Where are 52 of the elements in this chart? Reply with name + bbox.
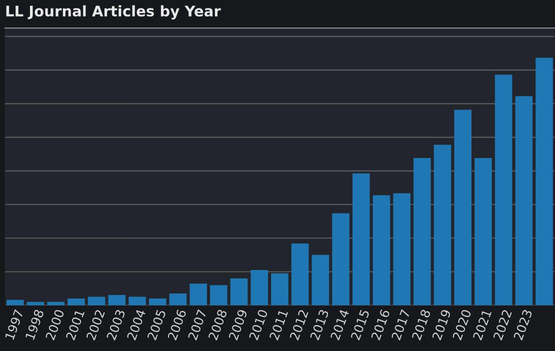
- bar: [332, 213, 350, 306]
- x-tick-label: 2011: [269, 309, 288, 340]
- bar: [536, 58, 553, 306]
- x-tick-label: 2001: [66, 309, 85, 340]
- x-tick-label: 2017: [391, 309, 410, 340]
- chart-title: LL Journal Articles by Year: [6, 5, 221, 20]
- x-tick-label: 2005: [147, 309, 166, 340]
- bar: [352, 173, 370, 306]
- x-tick-label: 2020: [452, 309, 472, 340]
- x-tick-label: 2021: [472, 309, 492, 340]
- bar: [291, 243, 309, 306]
- x-tick-label: 2012: [289, 309, 308, 340]
- bar: [108, 294, 126, 306]
- bar: [148, 298, 166, 306]
- x-tick-label: 2015: [350, 309, 370, 340]
- bar: [312, 254, 330, 306]
- x-tick-label: 2009: [228, 309, 248, 340]
- bar: [250, 270, 268, 306]
- bar: [393, 193, 410, 306]
- x-tick-label: 2014: [330, 308, 350, 340]
- bar: [128, 296, 146, 306]
- x-tick-label: 2022: [492, 309, 512, 340]
- bar: [372, 195, 390, 306]
- x-tick-label: 2002: [86, 309, 105, 340]
- x-tick-label: 2023: [513, 309, 532, 340]
- x-tick-label: 2016: [370, 308, 390, 340]
- x-tick-label: 2000: [45, 309, 64, 340]
- bar: [454, 110, 472, 306]
- bar: [88, 296, 106, 306]
- bar: [6, 300, 24, 306]
- bar: [169, 293, 187, 306]
- bar: [190, 284, 207, 306]
- x-tick-label: 2008: [208, 309, 228, 340]
- x-tick-label: 2004: [126, 308, 146, 340]
- x-tick-label: 2010: [248, 309, 268, 340]
- bar: [434, 144, 452, 306]
- bar: [414, 158, 431, 306]
- x-tick-label: 2007: [188, 309, 207, 340]
- bar: [474, 158, 492, 306]
- bar: [68, 298, 85, 306]
- x-tick-label: 2019: [432, 309, 452, 340]
- x-tick-label: 1997: [4, 309, 24, 340]
- bar: [210, 285, 228, 306]
- bar: [515, 96, 533, 306]
- bar: [230, 278, 248, 306]
- x-tick-label: 2013: [310, 309, 329, 340]
- x-tick-label: 2003: [106, 309, 126, 340]
- x-tick-label: 1998: [25, 309, 44, 340]
- x-tick-label: 2018: [412, 309, 431, 340]
- bar: [494, 74, 512, 306]
- x-tick-label: 2006: [167, 308, 187, 340]
- bar: [271, 273, 288, 306]
